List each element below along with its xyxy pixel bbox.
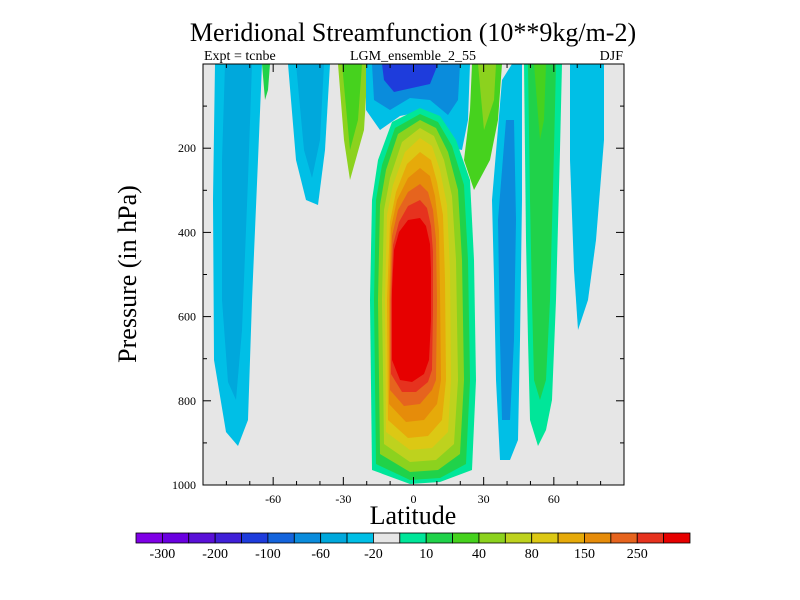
sh-upper-tongue-inner — [296, 64, 324, 178]
y-tick-label: 1000 — [172, 478, 196, 492]
colorbar-swatch — [188, 532, 216, 544]
colorbar-swatch — [293, 532, 322, 544]
nh-positive-cell — [370, 108, 476, 484]
colorbar-swatch — [557, 532, 585, 544]
nh-ferrel-cell — [492, 64, 604, 460]
colorbar-tick-label: 150 — [574, 547, 595, 562]
colorbar-swatch — [267, 532, 295, 544]
x-tick-label: -60 — [265, 492, 281, 506]
colorbar-swatch — [161, 532, 190, 544]
positive-band-inner — [534, 64, 546, 140]
y-tick-label: 600 — [178, 310, 196, 324]
y-tick-label: 400 — [178, 225, 196, 239]
colorbar-swatch — [478, 532, 506, 544]
colorbar-tick-label: 40 — [472, 547, 486, 562]
colorbar-swatch — [610, 532, 638, 544]
x-axis-label: Latitude — [370, 501, 457, 530]
colorbar-tick-label: -100 — [255, 547, 281, 562]
y-tick-label: 800 — [178, 394, 196, 408]
x-tick-label: 60 — [548, 492, 560, 506]
plot-area — [203, 64, 624, 485]
x-tick-label: -30 — [335, 492, 351, 506]
colorbar-swatch — [636, 532, 665, 544]
sh-cell-inner — [222, 64, 252, 400]
colorbar-tick-label: -60 — [311, 547, 330, 562]
far-north-negative — [570, 64, 604, 330]
sh-negative-cell — [213, 64, 330, 446]
upper-core-inner — [382, 64, 438, 92]
x-tick-label: 0 — [411, 492, 417, 506]
colorbar-swatch — [241, 532, 269, 544]
colorbar — [135, 532, 691, 544]
colorbar-swatch — [504, 532, 533, 544]
colorbar-swatch — [584, 532, 612, 544]
positive-band — [528, 64, 556, 400]
x-tick-label: 30 — [478, 492, 490, 506]
y-axis-label: Pressure (in hPa) — [113, 185, 142, 363]
colorbar-tick-label: 250 — [627, 547, 648, 562]
colorbar-swatch — [320, 532, 348, 544]
small-green-spike — [262, 64, 270, 100]
colorbar-swatch — [399, 532, 427, 544]
upper-green-arms — [338, 64, 502, 190]
colorbar-tick-label: 80 — [525, 547, 539, 562]
colorbar-swatch — [663, 532, 691, 544]
chart-title: Meridional Streamfunction (10**9kg/m-2) — [190, 18, 636, 47]
x-axis-ticks: -60 -30 0 30 60 — [202, 64, 625, 506]
colorbar-swatch — [135, 532, 163, 544]
colorbar-swatch — [346, 532, 374, 544]
subtitle-right: DJF — [600, 49, 624, 64]
colorbar-tick-label: 10 — [419, 547, 433, 562]
colorbar-tick-label: -200 — [202, 547, 228, 562]
colorbar-swatch — [425, 532, 453, 544]
pos-core — [392, 218, 431, 382]
left-green-arm-inner — [342, 64, 362, 150]
y-tick-label: 200 — [178, 141, 196, 155]
colorbar-labels: -300 -200 -100 -60 -20 10 40 80 150 250 — [150, 547, 648, 562]
colorbar-tick-label: -300 — [150, 547, 176, 562]
colorbar-swatch — [452, 532, 480, 544]
colorbar-swatch — [531, 532, 559, 544]
subtitle-left: Expt = tcnbe — [204, 49, 276, 64]
colorbar-swatch — [214, 532, 242, 544]
y-axis-ticks: 200 400 600 800 1000 — [172, 105, 624, 492]
subtitle-center: LGM_ensemble_2_55 — [350, 49, 476, 64]
colorbar-tick-label: -20 — [364, 547, 383, 562]
colorbar-swatch — [373, 532, 401, 544]
right-green-arm-inner — [478, 64, 496, 130]
ferrel-inner — [498, 120, 516, 420]
